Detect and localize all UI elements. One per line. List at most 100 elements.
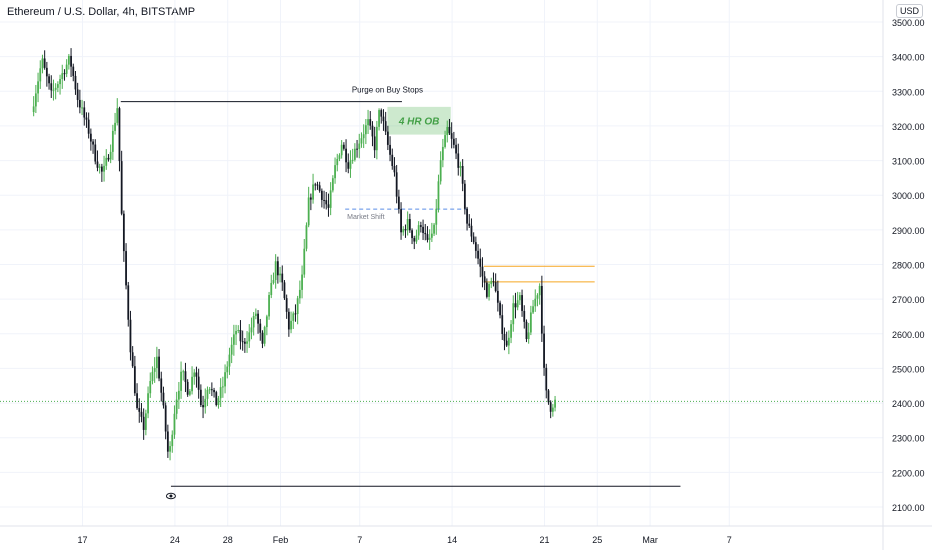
purge-label: Purge on Buy Stops (352, 86, 423, 95)
candle (111, 124, 114, 160)
candle (74, 71, 77, 95)
candle (296, 295, 299, 325)
order-block-label: 4 HR OB (398, 117, 440, 128)
time-tick-label: 7 (727, 535, 732, 545)
candle (45, 61, 48, 87)
candle-body (166, 431, 169, 452)
candle-body (226, 366, 229, 373)
candle-body (296, 298, 299, 314)
candle (232, 324, 235, 356)
price-tick-label: 3500.00 (892, 18, 925, 28)
candle-body (96, 161, 99, 168)
candle (105, 149, 108, 170)
candle-body (34, 93, 37, 107)
candle (221, 376, 224, 398)
candle (63, 69, 66, 81)
candle-body (549, 402, 552, 412)
candle-body (158, 356, 160, 379)
candle-body (52, 89, 55, 91)
candle-body (474, 242, 477, 251)
candle-body (490, 281, 493, 285)
candle (367, 109, 369, 134)
candle (305, 222, 308, 252)
candle (463, 179, 466, 215)
candle (523, 305, 526, 329)
candle (499, 300, 501, 319)
candle-body (444, 135, 446, 147)
candle-body (217, 398, 220, 405)
candle-body (369, 119, 372, 126)
candle-body (72, 66, 75, 76)
candle (120, 150, 123, 216)
candle-body (122, 213, 125, 252)
candle-body (485, 282, 488, 297)
candle-body (41, 58, 44, 69)
candle (199, 384, 202, 408)
candle-body (386, 131, 389, 145)
candle (195, 366, 198, 388)
candle (393, 157, 396, 177)
candle-body (208, 389, 211, 391)
candle (448, 118, 451, 135)
candle-body (307, 197, 310, 226)
candle-body (433, 224, 435, 234)
candle (162, 386, 165, 409)
candle-body (274, 261, 277, 281)
candle (323, 190, 325, 209)
candle-body (171, 434, 174, 447)
candle (521, 289, 523, 317)
candle (446, 120, 449, 143)
candle (364, 119, 367, 145)
candle-body (334, 165, 336, 179)
candle-body (540, 285, 543, 334)
candle (342, 142, 345, 151)
candle (490, 277, 493, 289)
candle-body (468, 223, 471, 226)
candle-body (375, 126, 378, 151)
candle-body (243, 341, 246, 344)
candle-body (298, 289, 301, 299)
candle-body (477, 250, 479, 259)
candle-body (325, 200, 328, 205)
candle (437, 174, 440, 213)
eye-icon[interactable] (165, 492, 176, 500)
candle-body (142, 416, 145, 430)
candle-body (285, 298, 288, 312)
candle (257, 310, 259, 334)
candle-body (248, 332, 251, 342)
candle-body (349, 160, 352, 169)
candle-body (503, 333, 506, 341)
candle (358, 133, 361, 159)
candle (202, 395, 204, 419)
candle (527, 322, 530, 344)
candle (206, 386, 209, 407)
candle (142, 408, 145, 440)
candle (400, 202, 402, 240)
time-axis[interactable]: 17 24 28 Feb 7 14 21 25 Mar 7 (0, 525, 932, 545)
candle (175, 391, 178, 420)
candle-body (481, 266, 484, 277)
time-tick-label: 7 (357, 535, 362, 545)
time-tick-label: 17 (77, 535, 87, 545)
candle-body (415, 235, 418, 242)
candle-body (413, 238, 416, 242)
eye-pupil (169, 494, 173, 498)
candle-body (294, 313, 297, 315)
price-axis[interactable]: 2100.00 2200.00 2300.00 2400.00 2500.00 2600.… (882, 0, 925, 550)
candle (512, 295, 515, 332)
currency-badge[interactable]: USD (896, 4, 924, 18)
candle (184, 362, 187, 393)
candle (188, 388, 191, 397)
candle-body (265, 316, 268, 328)
candle (72, 63, 75, 82)
candle (149, 372, 152, 398)
candle (246, 331, 248, 353)
candle-body (213, 390, 215, 393)
candle (455, 137, 457, 160)
candle-body (538, 285, 541, 296)
candle (224, 364, 226, 394)
candle (177, 381, 180, 409)
candle (268, 291, 270, 320)
candle-body (252, 316, 255, 328)
